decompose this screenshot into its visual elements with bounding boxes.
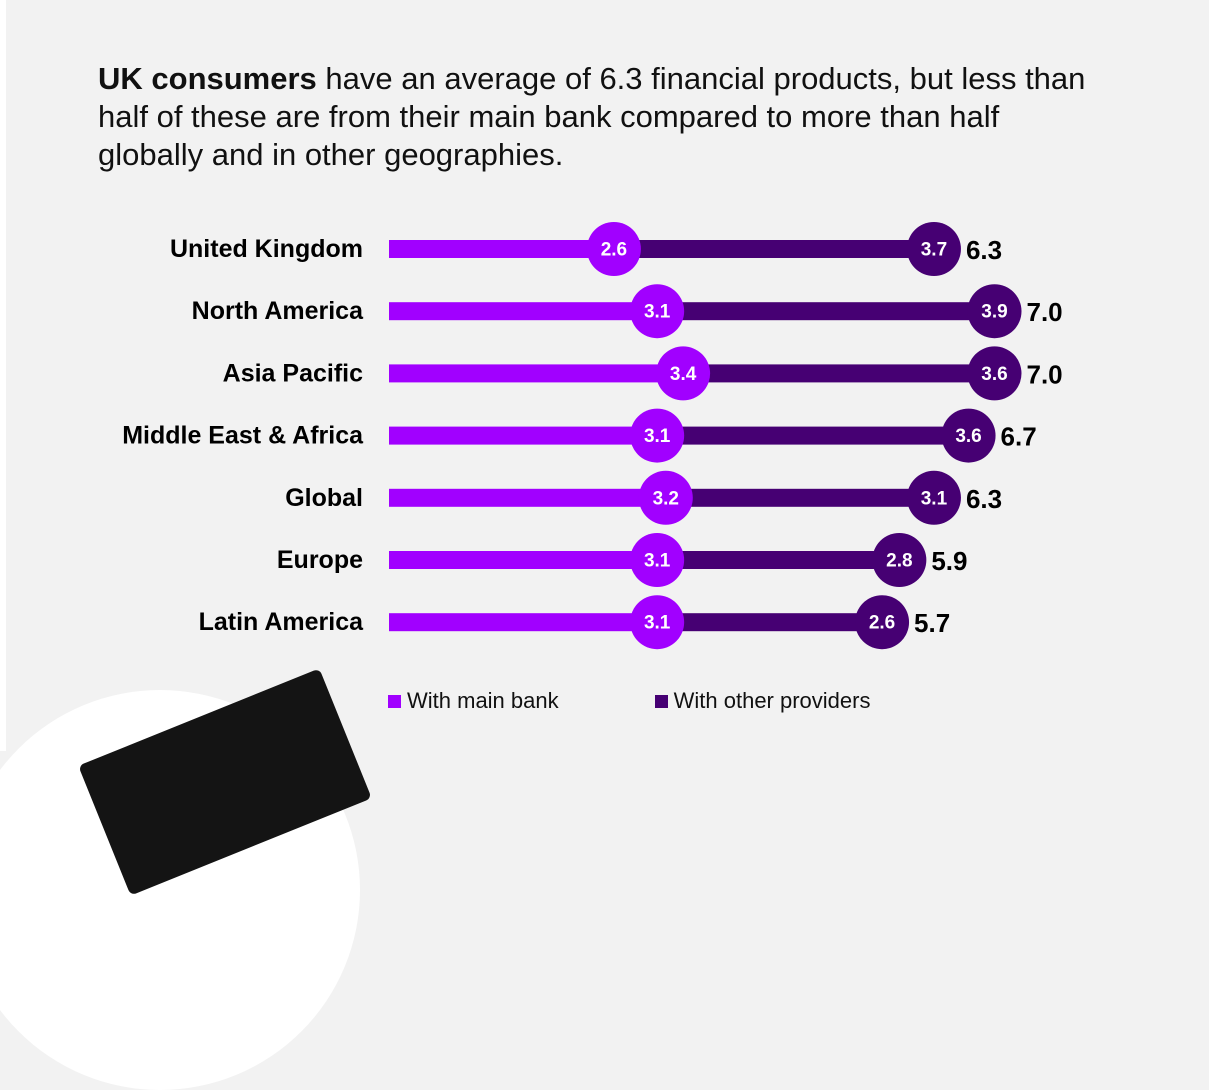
total-europe: 5.9 [931, 546, 967, 576]
value-main-bank-north-america: 3.1 [644, 302, 671, 323]
bubble-other-providers-global [906, 470, 961, 525]
chart-legend: With main bank With other providers [388, 688, 870, 714]
total-united-kingdom: 6.3 [966, 235, 1002, 265]
bubble-main-bank-asia-pacific [656, 346, 711, 401]
row-label-middle-east-africa: Middle East & Africa [122, 422, 364, 450]
total-asia-pacific: 7.0 [1027, 359, 1063, 389]
total-north-america: 7.0 [1027, 297, 1063, 327]
row-label-global: Global [285, 484, 363, 512]
legend-swatch-other-providers [654, 694, 668, 708]
bubble-other-providers-europe [872, 533, 927, 587]
legend-label-other-providers: With other providers [673, 688, 871, 713]
bar-main-bank-europe [389, 551, 658, 569]
chart-headline: UK consumers have an average of 6.3 fina… [98, 60, 1108, 174]
bar-main-bank-united-kingdom [389, 240, 614, 258]
dumbbell-chart: United Kingdom 2.6 3.7 6.3 North America 3.1 3… [122, 222, 1063, 650]
bubble-other-providers-middle-east-africa [941, 408, 996, 463]
bar-other-providers-asia-pacific [683, 364, 995, 383]
value-main-bank-asia-pacific: 3.4 [670, 364, 697, 385]
bubble-main-bank-united-kingdom [586, 222, 641, 276]
bar-other-providers-north-america [657, 302, 995, 321]
bar-main-bank-middle-east-africa [389, 426, 658, 445]
total-global: 6.3 [966, 484, 1002, 514]
bar-main-bank-latin-america [389, 613, 658, 632]
headline-bold: UK consumers [98, 61, 317, 96]
bubble-main-bank-north-america [630, 284, 685, 339]
bubble-other-providers-united-kingdom [906, 222, 961, 276]
total-latin-america: 5.7 [914, 608, 950, 638]
bar-other-providers-latin-america [657, 613, 883, 632]
bar-main-bank-global [389, 488, 666, 507]
legend-swatch-main-bank [388, 694, 401, 708]
left-edge-strip [0, 0, 6, 751]
row-label-asia-pacific: Asia Pacific [223, 359, 363, 387]
bar-other-providers-united-kingdom [613, 240, 934, 258]
value-other-providers-north-america: 3.9 [981, 302, 1007, 323]
value-other-providers-global: 3.1 [921, 488, 948, 509]
value-other-providers-europe: 2.8 [886, 551, 912, 572]
bar-other-providers-middle-east-africa [657, 426, 969, 445]
legend-label-main-bank: With main bank [407, 688, 559, 713]
bubble-main-bank-global [638, 470, 693, 525]
value-main-bank-united-kingdom: 2.6 [601, 240, 627, 261]
bar-other-providers-europe [657, 551, 900, 569]
total-middle-east-africa: 6.7 [1001, 422, 1037, 452]
bubble-main-bank-latin-america [630, 595, 685, 650]
headline-rest: have an average of 6.3 financial product… [98, 61, 1086, 172]
bubble-other-providers-asia-pacific [967, 346, 1022, 401]
row-label-latin-america: Latin America [199, 608, 365, 636]
value-main-bank-europe: 3.1 [644, 551, 671, 572]
bar-main-bank-asia-pacific [389, 364, 684, 383]
value-other-providers-united-kingdom: 3.7 [921, 240, 947, 261]
bubble-other-providers-north-america [967, 284, 1022, 339]
value-main-bank-latin-america: 3.1 [644, 613, 671, 634]
value-main-bank-middle-east-africa: 3.1 [644, 426, 671, 447]
value-other-providers-latin-america: 2.6 [869, 613, 895, 634]
bar-other-providers-global [665, 488, 934, 507]
value-other-providers-middle-east-africa: 3.6 [955, 426, 981, 447]
value-other-providers-asia-pacific: 3.6 [981, 364, 1007, 385]
value-main-bank-global: 3.2 [653, 488, 679, 509]
bubble-main-bank-middle-east-africa [630, 408, 685, 463]
row-label-united-kingdom: United Kingdom [170, 235, 363, 263]
row-label-north-america: North America [192, 297, 364, 325]
row-label-europe: Europe [277, 546, 363, 574]
bubble-other-providers-latin-america [855, 595, 910, 650]
legend-item-other-providers: With other providers [654, 688, 871, 714]
legend-item-main-bank: With main bank [388, 688, 559, 714]
bar-main-bank-north-america [389, 302, 658, 321]
bubble-main-bank-europe [630, 533, 685, 587]
